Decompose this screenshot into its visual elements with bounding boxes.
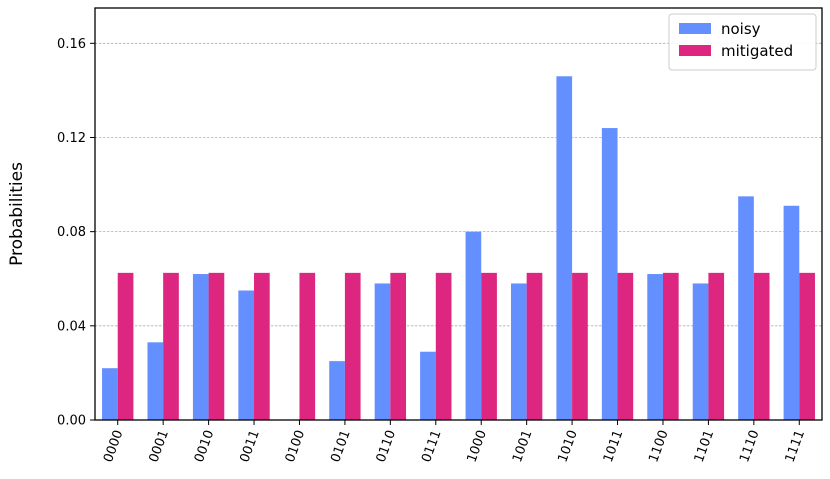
bar-mitigated-0100 bbox=[299, 272, 316, 420]
x-tick-label: 0000 bbox=[101, 428, 126, 464]
x-tick-label: 1110 bbox=[737, 428, 762, 464]
bar-noisy-1001 bbox=[510, 283, 527, 420]
bar-noisy-0011 bbox=[238, 290, 255, 420]
bars bbox=[102, 76, 815, 420]
bar-mitigated-0000 bbox=[117, 272, 134, 420]
x-tick-label: 1111 bbox=[783, 428, 808, 464]
bar-mitigated-0110 bbox=[390, 272, 407, 420]
legend-swatch-mitigated bbox=[679, 45, 711, 56]
x-tick-label: 0100 bbox=[283, 428, 308, 464]
bar-noisy-1011 bbox=[601, 128, 618, 420]
x-tick-label: 1011 bbox=[601, 428, 626, 464]
x-tick-label: 0110 bbox=[374, 428, 399, 464]
x-tick-label: 1101 bbox=[692, 428, 717, 464]
y-axis: 0.00 0.04 0.08 0.12 0.16 bbox=[57, 37, 95, 429]
x-tick-label: 1000 bbox=[465, 428, 490, 464]
legend-swatch-noisy bbox=[679, 23, 711, 34]
x-tick-label: 0111 bbox=[419, 428, 444, 464]
bar-noisy-0111 bbox=[420, 351, 436, 420]
legend-label: mitigated bbox=[721, 42, 793, 60]
bar-noisy-1000 bbox=[465, 231, 482, 420]
bar-mitigated-1110 bbox=[753, 272, 770, 420]
bar-noisy-1110 bbox=[738, 196, 754, 420]
y-tick-label: 0.08 bbox=[57, 225, 86, 240]
bar-mitigated-0001 bbox=[163, 272, 179, 420]
bar-mitigated-0101 bbox=[344, 272, 361, 420]
bar-noisy-1111 bbox=[783, 205, 800, 420]
bar-mitigated-1011 bbox=[617, 272, 634, 420]
legend-label: noisy bbox=[721, 20, 761, 38]
x-tick-label: 0010 bbox=[192, 428, 217, 464]
x-tick-label: 0101 bbox=[328, 428, 353, 464]
bar-mitigated-1001 bbox=[526, 272, 543, 420]
x-tick-label: 0001 bbox=[147, 428, 172, 464]
bar-mitigated-1111 bbox=[799, 272, 815, 420]
bar-noisy-0110 bbox=[374, 283, 391, 420]
y-tick-label: 0.12 bbox=[57, 131, 86, 146]
plot-frame bbox=[94, 7, 823, 421]
bar-mitigated-1000 bbox=[481, 272, 497, 420]
bar-noisy-0001 bbox=[147, 342, 164, 420]
x-axis: 0000 0001 0010 0011 0100 0101 0110 0111 1000 1001… bbox=[101, 420, 808, 464]
y-tick-label: 0.16 bbox=[57, 37, 86, 52]
bar-noisy-0101 bbox=[329, 361, 345, 420]
bar-noisy-1100 bbox=[647, 274, 663, 420]
x-tick-label: 1100 bbox=[646, 428, 671, 464]
bar-noisy-0010 bbox=[192, 274, 209, 420]
bar-mitigated-0011 bbox=[254, 272, 270, 420]
bar-noisy-0000 bbox=[102, 368, 118, 420]
x-tick-label: 1010 bbox=[555, 428, 580, 464]
bar-mitigated-1101 bbox=[708, 272, 725, 420]
bar-noisy-1101 bbox=[692, 283, 709, 420]
bar-noisy-1010 bbox=[556, 76, 573, 420]
y-axis-title: Probabilities bbox=[7, 162, 27, 266]
y-tick-label: 0.04 bbox=[57, 319, 86, 334]
x-tick-label: 0011 bbox=[237, 428, 262, 464]
bar-mitigated-1010 bbox=[572, 272, 588, 420]
legend: noisy mitigated bbox=[668, 13, 817, 71]
x-tick-label: 1001 bbox=[510, 428, 535, 464]
bar-mitigated-1100 bbox=[662, 272, 679, 420]
bar-mitigated-0010 bbox=[208, 272, 225, 420]
bar-mitigated-0111 bbox=[435, 272, 452, 420]
y-tick-label: 0.00 bbox=[57, 414, 86, 429]
